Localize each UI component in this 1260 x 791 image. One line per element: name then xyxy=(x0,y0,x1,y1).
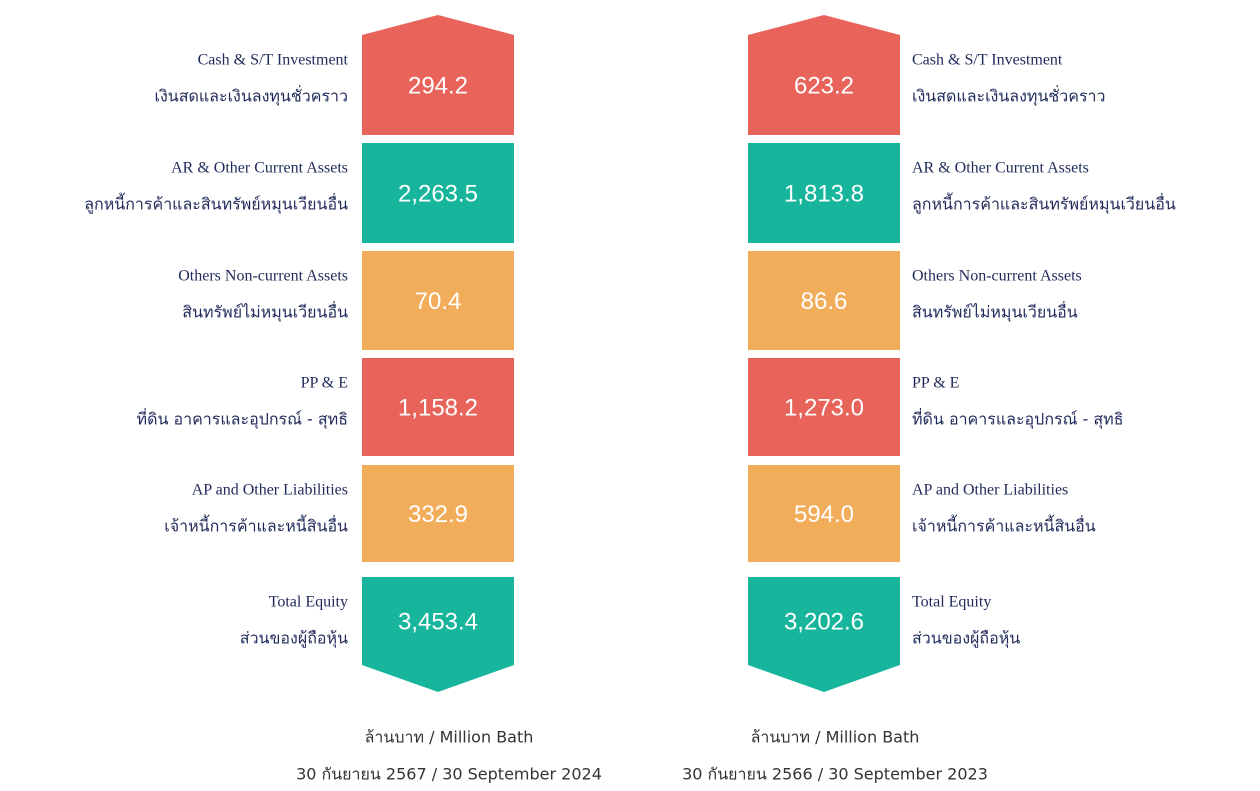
block xyxy=(362,577,514,692)
label-th: ที่ดิน อาคารและอุปกรณ์ - สุทธิ xyxy=(137,408,348,430)
value: 623.2 xyxy=(794,72,854,99)
block xyxy=(362,465,514,562)
block xyxy=(362,358,514,456)
label-en: PP & E xyxy=(301,375,348,392)
value: 1,273.0 xyxy=(784,394,864,421)
block xyxy=(748,358,900,456)
date: 30 กันยายน 2567 / 30 September 2024 xyxy=(296,765,602,784)
value: 294.2 xyxy=(408,72,468,99)
label-en: Total Equity xyxy=(269,594,348,611)
label-th: เงินสดและเงินลงทุนชั่วคราว xyxy=(154,85,348,107)
label-en: AP and Other Liabilities xyxy=(912,482,1068,499)
label-th: ลูกหนี้การค้าและสินทรัพย์หมุนเวียนอื่น xyxy=(912,193,1176,215)
value: 3,453.4 xyxy=(398,608,478,635)
value: 1,813.8 xyxy=(784,180,864,207)
label-en: AP and Other Liabilities xyxy=(192,482,348,499)
label-th: เจ้าหนี้การค้าและหนี้สินอื่น xyxy=(912,515,1096,536)
label-th: ที่ดิน อาคารและอุปกรณ์ - สุทธิ xyxy=(912,408,1123,430)
unit: ล้านบาท / Million Bath xyxy=(365,728,534,747)
label-th: เงินสดและเงินลงทุนชั่วคราว xyxy=(912,85,1106,107)
value: 594.0 xyxy=(794,501,854,528)
block xyxy=(748,465,900,562)
value: 70.4 xyxy=(415,288,462,315)
block xyxy=(362,15,514,135)
label-en: Total Equity xyxy=(912,594,991,611)
label-th: สินทรัพย์ไม่หมุนเวียนอื่น xyxy=(912,301,1078,323)
label-en: Others Non-current Assets xyxy=(912,268,1082,285)
block xyxy=(362,143,514,243)
value: 1,158.2 xyxy=(398,394,478,421)
label-en: AR & Other Current Assets xyxy=(912,160,1089,177)
label-en: Cash & S/T Investment xyxy=(198,52,349,69)
unit: ล้านบาท / Million Bath xyxy=(751,728,920,747)
value: 86.6 xyxy=(801,288,848,315)
label-th: เจ้าหนี้การค้าและหนี้สินอื่น xyxy=(164,515,348,536)
label-th: ส่วนของผู้ถือหุ้น xyxy=(912,629,1020,649)
label-th: ส่วนของผู้ถือหุ้น xyxy=(240,629,348,649)
label-en: PP & E xyxy=(912,375,959,392)
block xyxy=(748,143,900,243)
value: 3,202.6 xyxy=(784,608,864,635)
value: 332.9 xyxy=(408,501,468,528)
label-en: AR & Other Current Assets xyxy=(171,160,348,177)
label-en: Cash & S/T Investment xyxy=(912,52,1063,69)
block xyxy=(748,251,900,350)
date: 30 กันยายน 2566 / 30 September 2023 xyxy=(682,765,988,784)
label-th: สินทรัพย์ไม่หมุนเวียนอื่น xyxy=(182,301,348,323)
block xyxy=(748,577,900,692)
block xyxy=(748,15,900,135)
label-en: Others Non-current Assets xyxy=(178,268,348,285)
label-th: ลูกหนี้การค้าและสินทรัพย์หมุนเวียนอื่น xyxy=(84,193,348,215)
block xyxy=(362,251,514,350)
value: 2,263.5 xyxy=(398,180,478,207)
